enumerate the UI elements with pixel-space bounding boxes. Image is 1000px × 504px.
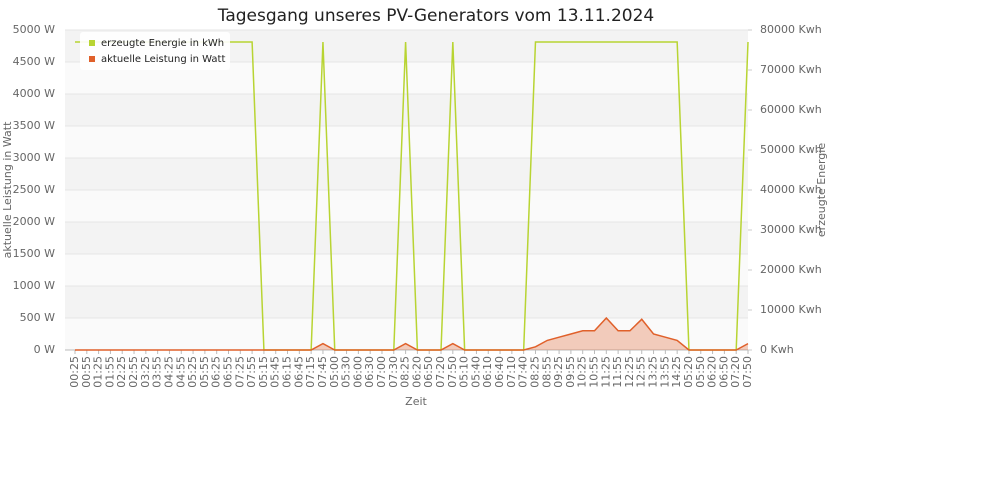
x-tick-label: 03:55	[151, 356, 164, 388]
legend-label: erzeugte Energie in kWh	[101, 38, 224, 49]
y2-tick-label: 30000 Kwh	[760, 223, 822, 236]
y-tick-label: 2500 W	[13, 183, 55, 196]
y-tick-label: 3500 W	[13, 119, 55, 132]
x-tick-label: 14:25	[670, 356, 683, 388]
x-tick-label: 06:25	[210, 356, 223, 388]
y-tick-label: 500 W	[20, 311, 55, 324]
x-tick-label: 05:00	[328, 356, 341, 388]
x-tick-label: 06:10	[481, 356, 494, 388]
x-tick-label: 02:55	[127, 356, 140, 388]
x-tick-label: 07:25	[233, 356, 246, 388]
x-tick-label: 04:55	[174, 356, 187, 388]
x-tick-label: 07:45	[316, 356, 329, 388]
y2-tick-label: 80000 Kwh	[760, 23, 822, 36]
x-tick-label: 07:30	[387, 356, 400, 388]
x-tick-label: 13:25	[647, 356, 660, 388]
y-tick-label: 3000 W	[13, 151, 55, 164]
y-tick-label: 4000 W	[13, 87, 55, 100]
x-tick-label: 10:25	[576, 356, 589, 388]
chart-title: Tagesgang unseres PV-Generators vom 13.1…	[217, 6, 654, 26]
x-tick-label: 06:45	[292, 356, 305, 388]
y2-tick-label: 0 Kwh	[760, 343, 794, 356]
x-tick-label: 08:55	[540, 356, 553, 388]
x-tick-label: 07:20	[434, 356, 447, 388]
y2-axis-title: erzeugte Energie	[815, 143, 828, 237]
x-tick-label: 07:50	[741, 356, 754, 388]
y-tick-label: 5000 W	[13, 23, 55, 36]
x-tick-label: 01:55	[103, 356, 116, 388]
y-axis-title: aktuelle Leistung in Watt	[1, 121, 14, 259]
x-tick-label: 09:25	[552, 356, 565, 388]
x-tick-label: 09:55	[564, 356, 577, 388]
x-tick-label: 02:25	[115, 356, 128, 388]
x-tick-label: 00:25	[68, 356, 81, 388]
x-tick-label: 07:40	[517, 356, 530, 388]
x-tick-label: 08:25	[528, 356, 541, 388]
y-tick-label: 0 W	[34, 343, 55, 356]
plot-band	[65, 286, 748, 318]
x-tick-label: 12:25	[623, 356, 636, 388]
y-tick-label: 4500 W	[13, 55, 55, 68]
x-tick-label: 05:45	[269, 356, 282, 388]
x-tick-label: 06:20	[410, 356, 423, 388]
y2-tick-label: 20000 Kwh	[760, 263, 822, 276]
x-tick-label: 11:55	[611, 356, 624, 388]
y-tick-label: 1500 W	[13, 247, 55, 260]
x-tick-label: 06:50	[717, 356, 730, 388]
y-tick-label: 2000 W	[13, 215, 55, 228]
x-tick-label: 05:55	[198, 356, 211, 388]
x-tick-label: 07:55	[245, 356, 258, 388]
x-tick-label: 05:15	[257, 356, 270, 388]
y2-tick-label: 50000 Kwh	[760, 143, 822, 156]
y2-tick-label: 70000 Kwh	[760, 63, 822, 76]
x-tick-label: 05:10	[458, 356, 471, 388]
plot-band	[65, 222, 748, 254]
x-tick-label: 07:20	[729, 356, 742, 388]
x-tick-label: 10:55	[588, 356, 601, 388]
plot-band	[65, 94, 748, 126]
legend-label: aktuelle Leistung in Watt	[101, 54, 225, 65]
x-tick-label: 11:25	[599, 356, 612, 388]
plot-band	[65, 126, 748, 158]
x-tick-label: 06:40	[493, 356, 506, 388]
x-tick-label: 05:20	[682, 356, 695, 388]
x-tick-label: 05:25	[186, 356, 199, 388]
x-tick-label: 06:50	[422, 356, 435, 388]
legend-box	[80, 32, 230, 70]
x-tick-label: 06:55	[221, 356, 234, 388]
y2-tick-label: 40000 Kwh	[760, 183, 822, 196]
x-tick-label: 08:25	[399, 356, 412, 388]
series-line	[75, 316, 749, 351]
plot-band	[65, 158, 748, 190]
y2-tick-label: 10000 Kwh	[760, 303, 822, 316]
x-tick-label: 06:00	[351, 356, 364, 388]
series-area	[75, 318, 748, 350]
x-axis-title: Zeit	[405, 395, 427, 408]
x-tick-label: 05:50	[694, 356, 707, 388]
x-tick-label: 04:25	[162, 356, 175, 388]
legend-swatch	[89, 40, 95, 46]
x-tick-label: 05:40	[469, 356, 482, 388]
plot-band	[65, 254, 748, 286]
y-tick-label: 1000 W	[13, 279, 55, 292]
x-tick-label: 13:55	[658, 356, 671, 388]
x-tick-label: 07:00	[375, 356, 388, 388]
x-tick-label: 06:20	[706, 356, 719, 388]
x-tick-label: 05:30	[340, 356, 353, 388]
x-tick-label: 07:10	[505, 356, 518, 388]
x-tick-label: 06:30	[363, 356, 376, 388]
x-tick-label: 07:15	[304, 356, 317, 388]
x-tick-label: 07:50	[446, 356, 459, 388]
legend-swatch	[89, 56, 95, 62]
x-tick-label: 00:55	[80, 356, 93, 388]
x-tick-label: 06:15	[281, 356, 294, 388]
plot-band	[65, 190, 748, 222]
y2-tick-label: 60000 Kwh	[760, 103, 822, 116]
legend: erzeugte Energie in kWh aktuelle Leistung…	[80, 32, 230, 70]
x-tick-label: 01:25	[92, 356, 105, 388]
x-tick-label: 12:55	[635, 356, 648, 388]
x-tick-label: 03:25	[139, 356, 152, 388]
